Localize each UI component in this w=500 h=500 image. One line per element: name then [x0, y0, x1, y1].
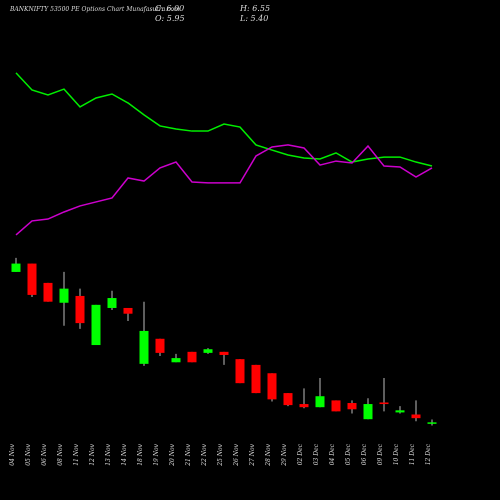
candle-body: [59, 288, 69, 303]
x-tick-label: 27 Nov: [249, 443, 256, 466]
candle-body: [203, 349, 213, 353]
x-tick-label: 12 Dec: [425, 443, 432, 465]
candle-body: [11, 263, 21, 272]
x-tick-label: 14 Nov: [121, 443, 128, 465]
candle-body: [107, 298, 117, 308]
x-tick-label: 25 Nov: [217, 443, 224, 466]
chart-title: BANKNIFTY 53500 PE Options Chart Munafas…: [9, 6, 180, 13]
x-tick-label: 04 Nov: [9, 443, 16, 465]
line-series: [15, 72, 433, 167]
candle-body: [123, 307, 133, 314]
x-tick-label: 09 Dec: [377, 443, 384, 465]
x-tick-label: 05 Nov: [25, 443, 32, 465]
candle-body: [427, 422, 437, 424]
candle-body: [91, 304, 101, 346]
x-tick-label: 02 Dec: [297, 443, 304, 465]
candle-body: [27, 263, 37, 295]
info-label: C: 6.00: [155, 4, 184, 13]
candle-body: [219, 351, 229, 355]
x-tick-label: 11 Dec: [409, 443, 416, 465]
candle-body: [187, 351, 197, 363]
info-label: H: 6.55: [239, 4, 270, 13]
candle-body: [283, 393, 293, 406]
x-tick-label: 22 Nov: [201, 443, 208, 466]
candle-body: [299, 404, 309, 408]
info-label: L: 5.40: [239, 14, 268, 23]
candle-body: [363, 404, 373, 420]
candle-body: [331, 400, 341, 412]
candle-body: [171, 358, 181, 363]
x-tick-label: 26 Nov: [233, 443, 240, 466]
x-tick-label: 11 Nov: [73, 443, 80, 465]
x-tick-label: 12 Nov: [89, 443, 96, 465]
candle-body: [347, 403, 357, 410]
x-tick-label: 05 Dec: [345, 443, 352, 465]
candle-body: [139, 330, 149, 364]
x-tick-label: 13 Nov: [105, 443, 112, 465]
x-tick-label: 03 Dec: [313, 443, 320, 465]
x-tick-label: 06 Nov: [41, 443, 48, 465]
candle-body: [155, 338, 165, 353]
candle-body: [43, 282, 53, 302]
x-tick-label: 06 Dec: [361, 443, 368, 465]
x-tick-label: 20 Nov: [169, 443, 176, 466]
info-label: O: 5.95: [155, 14, 185, 23]
x-tick-label: 18 Nov: [137, 443, 144, 465]
candle-body: [251, 364, 261, 394]
x-tick-label: 29 Nov: [281, 443, 288, 466]
candle-body: [411, 414, 421, 419]
x-tick-label: 28 Nov: [265, 443, 272, 466]
candle-body: [379, 402, 389, 405]
candle-body: [395, 410, 405, 413]
candle-body: [235, 359, 245, 384]
x-tick-label: 19 Nov: [153, 443, 160, 465]
x-tick-label: 08 Nov: [57, 443, 64, 465]
x-tick-label: 21 Nov: [185, 443, 192, 466]
candle-body: [315, 396, 325, 408]
candle-body: [75, 295, 85, 324]
line-series: [15, 144, 433, 236]
x-tick-label: 04 Dec: [329, 443, 336, 465]
candle-body: [267, 373, 277, 400]
x-tick-label: 10 Dec: [393, 443, 400, 465]
